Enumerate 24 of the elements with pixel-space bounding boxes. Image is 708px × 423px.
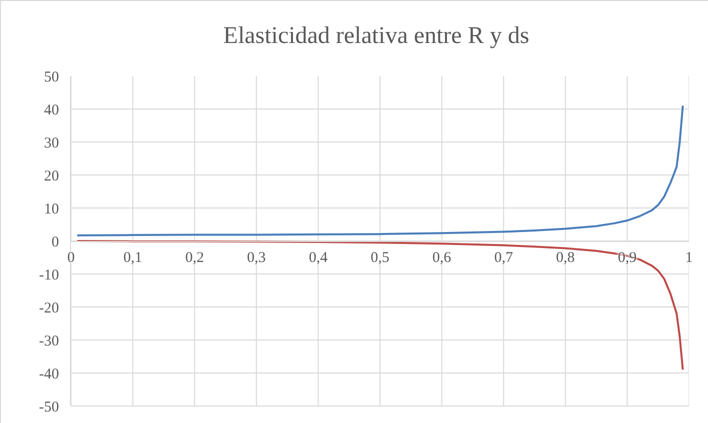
x-tick-label: 0,8 bbox=[556, 250, 575, 266]
line-series bbox=[76, 104, 684, 236]
y-tick-label: 20 bbox=[44, 168, 59, 184]
x-tick-label: 0,6 bbox=[432, 250, 452, 266]
x-tick-label: 0,5 bbox=[370, 250, 390, 266]
y-tick-label: -30 bbox=[39, 333, 59, 350]
y-tick-label: -20 bbox=[39, 300, 59, 316]
y-tick-label: -40 bbox=[39, 366, 59, 382]
y-tick-label: 30 bbox=[44, 135, 59, 152]
x-tick-label: 0,4 bbox=[308, 250, 328, 266]
x-tick-label: 0 bbox=[67, 250, 75, 266]
y-tick-label: 0 bbox=[52, 234, 59, 250]
y-tick-label: -50 bbox=[39, 399, 59, 416]
y-tick-label: 40 bbox=[44, 102, 59, 118]
chart-title: Elasticidad relativa entre R y ds bbox=[223, 23, 530, 50]
x-tick-label: 0,1 bbox=[123, 250, 142, 266]
x-tick-label: 0,3 bbox=[247, 250, 266, 266]
x-tick-label: 1 bbox=[685, 250, 693, 266]
y-tick-label: 50 bbox=[44, 69, 59, 86]
y-tick-label: -10 bbox=[39, 267, 59, 284]
y-tick-label: 10 bbox=[44, 201, 59, 218]
x-tick-label: 0,2 bbox=[185, 250, 204, 266]
x-tick-label: 0,7 bbox=[494, 250, 514, 266]
line-series bbox=[76, 240, 684, 371]
